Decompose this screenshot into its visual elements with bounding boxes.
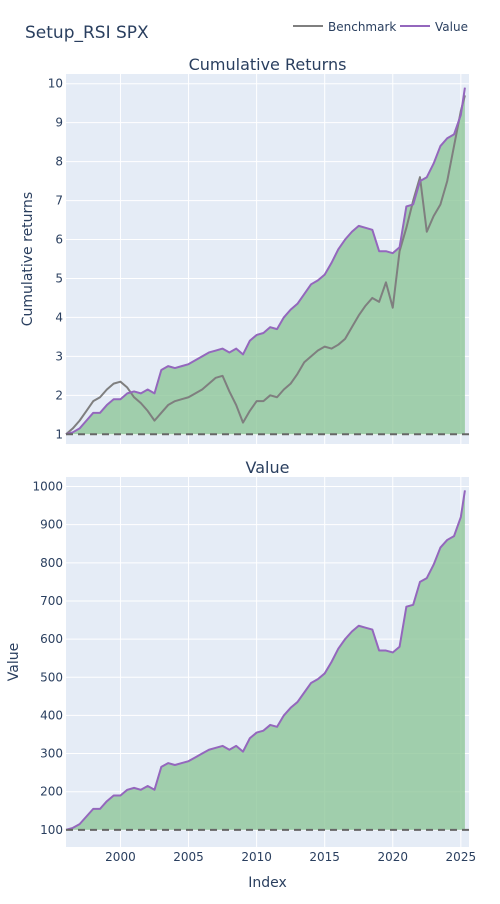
value-series-line	[65, 87, 466, 436]
legend-item-benchmark[interactable]: Benchmark	[293, 20, 396, 34]
x-tick-label: 2020	[377, 850, 408, 864]
y-tick-label: 200	[40, 785, 63, 799]
subplot-title: Cumulative Returns	[189, 55, 347, 74]
y-axis-title: Cumulative returns	[20, 192, 36, 326]
y-tick-label: 400	[40, 708, 63, 722]
legend-label-value: Value	[435, 20, 468, 34]
y-axis-title: Value	[6, 643, 22, 681]
value-series-line	[65, 490, 466, 831]
value-panel: 100 200 300 400 500 600 700 800 900 1000 2000 2005 2…	[6, 458, 476, 891]
x-tick-label: 2015	[309, 850, 340, 864]
chart-title: Setup_RSI SPX	[25, 23, 149, 43]
x-tick-label: 2010	[241, 850, 272, 864]
subplot-title: Value	[246, 458, 290, 477]
legend[interactable]: Benchmark Value	[293, 20, 468, 34]
y-tick-label: 2	[55, 388, 63, 402]
y-tick-label: 600	[40, 632, 63, 646]
y-tick-label: 700	[40, 594, 63, 608]
y-tick-label: 8	[55, 155, 63, 169]
y-tick-label: 6	[55, 233, 63, 247]
value-fill-area	[66, 87, 465, 435]
x-axis-title: Index	[248, 875, 287, 891]
y-tick-label: 1	[55, 427, 63, 441]
y-tick-label: 300	[40, 747, 63, 761]
y-tick-label: 3	[55, 349, 63, 363]
x-tick-label: 2025	[446, 850, 477, 864]
benchmark-series-line	[65, 95, 466, 436]
y-tick-label: 100	[40, 823, 63, 837]
value-fill-area	[66, 490, 465, 830]
y-tick-label: 9	[55, 116, 63, 130]
y-tick-label: 500	[40, 670, 63, 684]
x-tick-label: 2005	[173, 850, 204, 864]
legend-item-value[interactable]: Value	[400, 20, 468, 34]
y-tick-label: 4	[55, 310, 63, 324]
cumulative-returns-panel: 1 2 3 4 5 6 7 8 9 10 Cumulative Returns Cumulative …	[20, 55, 469, 444]
y-tick-label: 800	[40, 556, 63, 570]
y-tick-label: 5	[55, 271, 63, 285]
y-tick-label: 7	[55, 194, 63, 208]
legend-label-benchmark: Benchmark	[328, 20, 396, 34]
y-tick-label: 10	[48, 77, 63, 91]
x-tick-label: 2000	[105, 850, 136, 864]
y-tick-label: 900	[40, 518, 63, 532]
y-tick-label: 1000	[32, 480, 63, 494]
